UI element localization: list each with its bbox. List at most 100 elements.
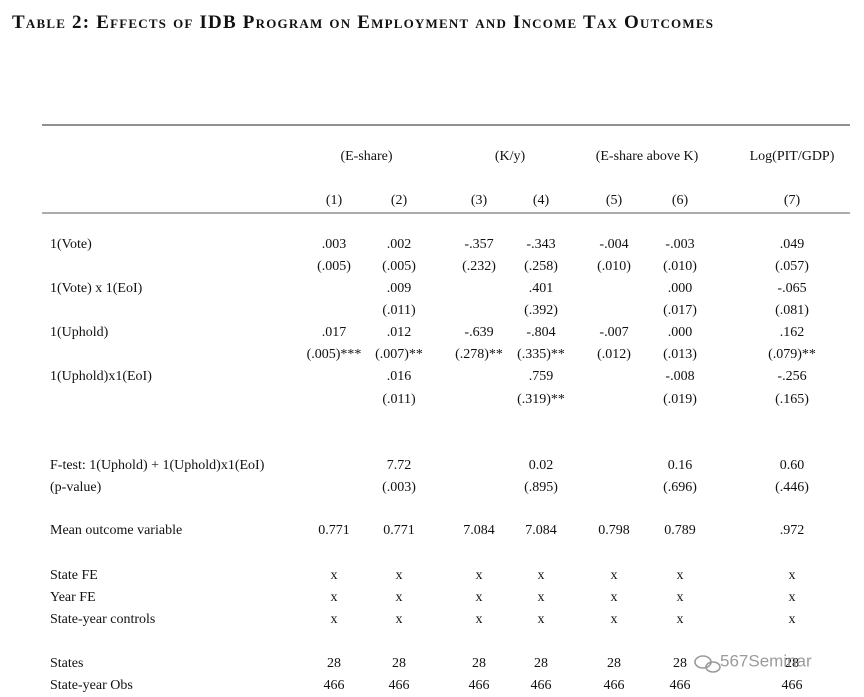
cell: -.004 — [599, 237, 628, 252]
cell: (.011) — [382, 303, 416, 318]
cell: (.003) — [382, 480, 416, 495]
cell: .009 — [387, 281, 412, 296]
cell: .017 — [322, 325, 347, 340]
cell: (.232) — [462, 259, 496, 274]
cell: 28 — [673, 656, 687, 671]
cell: .000 — [668, 325, 693, 340]
cell: x — [677, 568, 684, 583]
cell: .759 — [529, 369, 554, 384]
cell: x — [476, 612, 483, 627]
cell: 466 — [782, 678, 803, 693]
cell: 7.72 — [387, 458, 412, 473]
cell: (.278)** — [455, 347, 503, 362]
row-label: 1(Uphold)x1(EoI) — [50, 369, 152, 384]
cell: x — [789, 612, 796, 627]
cell: x — [331, 590, 338, 605]
cell: (.017) — [663, 303, 697, 318]
watermark-icon — [694, 655, 721, 673]
cell: (.005)*** — [307, 347, 362, 362]
cell: 466 — [469, 678, 490, 693]
cell: x — [611, 568, 618, 583]
cell: (.057) — [775, 259, 809, 274]
row-label: 1(Uphold) — [50, 325, 109, 340]
cell: (.005) — [382, 259, 416, 274]
cell: .162 — [780, 325, 805, 340]
cell: x — [538, 590, 545, 605]
cell: 0.02 — [529, 458, 554, 473]
group-header: (E-share above K) — [596, 149, 699, 164]
cell: 0.16 — [668, 458, 693, 473]
group-header: Log(PIT/GDP) — [750, 149, 835, 164]
cell: (.079)** — [768, 347, 816, 362]
cell: (.012) — [597, 347, 631, 362]
cell: x — [789, 568, 796, 583]
cell: x — [396, 590, 403, 605]
cell: 0.771 — [383, 523, 415, 538]
column-number: (7) — [784, 193, 801, 208]
column-number: (3) — [471, 193, 488, 208]
cell: (.696) — [663, 480, 697, 495]
cell: -.256 — [777, 369, 806, 384]
cell: (.446) — [775, 480, 809, 495]
cell: -.008 — [665, 369, 694, 384]
cell: 28 — [785, 656, 799, 671]
cell: .002 — [387, 237, 412, 252]
cell: (.335)** — [517, 347, 565, 362]
cell: 0.60 — [780, 458, 805, 473]
cell: (.895) — [524, 480, 558, 495]
cell: (.007)** — [375, 347, 423, 362]
cell: (.010) — [597, 259, 631, 274]
cell: (.165) — [775, 392, 809, 407]
cell: 28 — [472, 656, 486, 671]
cell: x — [331, 612, 338, 627]
cell: -.007 — [599, 325, 628, 340]
cell: (.013) — [663, 347, 697, 362]
cell: .000 — [668, 281, 693, 296]
cell: (.258) — [524, 259, 558, 274]
cell: 28 — [534, 656, 548, 671]
cell: 466 — [531, 678, 552, 693]
row-label: 1(Vote) — [50, 237, 92, 252]
cell: 0.771 — [318, 523, 350, 538]
cell: 0.798 — [598, 523, 630, 538]
cell: .016 — [387, 369, 412, 384]
cell: x — [677, 590, 684, 605]
table-title: Table 2: Effects of IDB Program on Emplo… — [12, 12, 715, 33]
cell: x — [476, 568, 483, 583]
cell: .972 — [780, 523, 805, 538]
cell: -.804 — [526, 325, 555, 340]
cell: -.639 — [464, 325, 493, 340]
cell: (.011) — [382, 392, 416, 407]
column-number: (2) — [391, 193, 408, 208]
column-number: (5) — [606, 193, 623, 208]
column-number: (6) — [672, 193, 689, 208]
row-label: F-test: 1(Uphold) + 1(Uphold)x1(EoI) — [50, 458, 265, 473]
cell: 7.084 — [463, 523, 495, 538]
cell: (.019) — [663, 392, 697, 407]
cell: -.343 — [526, 237, 555, 252]
cell: 466 — [324, 678, 345, 693]
cell: -.065 — [777, 281, 806, 296]
cell: x — [611, 612, 618, 627]
row-label: States — [50, 656, 83, 671]
cell: 0.789 — [664, 523, 696, 538]
cell: 28 — [327, 656, 341, 671]
cell: x — [538, 612, 545, 627]
cell: x — [331, 568, 338, 583]
cell: x — [476, 590, 483, 605]
cell: .049 — [780, 237, 805, 252]
cell: 466 — [389, 678, 410, 693]
row-label: Year FE — [50, 590, 96, 605]
row-label: 1(Vote) x 1(EoI) — [50, 281, 143, 296]
cell: 466 — [670, 678, 691, 693]
cell: (.319)** — [517, 392, 565, 407]
cell: (.392) — [524, 303, 558, 318]
cell: (.005) — [317, 259, 351, 274]
row-label: (p-value) — [50, 480, 102, 495]
column-number: (1) — [326, 193, 343, 208]
row-label: State-year controls — [50, 612, 155, 627]
cell: x — [538, 568, 545, 583]
row-label: State FE — [50, 568, 98, 583]
